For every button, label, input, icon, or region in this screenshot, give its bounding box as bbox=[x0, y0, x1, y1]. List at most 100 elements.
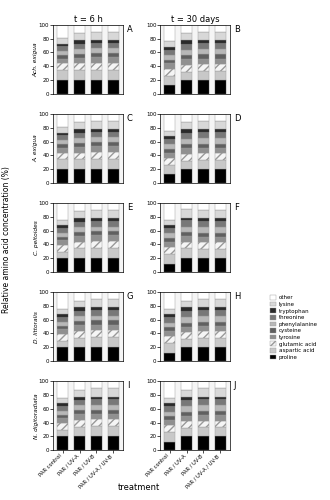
Bar bbox=[215, 310, 226, 316]
Bar bbox=[108, 132, 118, 138]
Bar bbox=[164, 158, 175, 165]
Bar bbox=[181, 317, 192, 322]
Bar bbox=[198, 388, 209, 396]
Bar bbox=[57, 424, 68, 430]
Bar bbox=[181, 148, 192, 154]
Bar bbox=[74, 426, 85, 436]
Bar bbox=[57, 64, 68, 70]
Bar bbox=[57, 232, 68, 237]
Bar bbox=[57, 140, 68, 144]
Bar bbox=[91, 158, 102, 169]
Bar bbox=[74, 143, 85, 147]
Bar bbox=[74, 396, 85, 400]
Bar bbox=[57, 341, 68, 347]
Bar bbox=[57, 245, 68, 252]
Bar bbox=[91, 419, 102, 426]
Bar bbox=[215, 382, 226, 388]
Bar bbox=[164, 404, 175, 406]
Bar bbox=[108, 210, 118, 218]
Bar bbox=[181, 232, 192, 236]
Bar bbox=[74, 212, 85, 218]
Bar bbox=[181, 139, 192, 144]
Text: J: J bbox=[234, 382, 236, 390]
Bar bbox=[74, 321, 85, 325]
Bar bbox=[215, 40, 226, 43]
Bar bbox=[91, 129, 102, 132]
Bar bbox=[164, 317, 175, 322]
Bar bbox=[215, 153, 226, 160]
Bar bbox=[57, 314, 68, 317]
Bar bbox=[57, 55, 68, 58]
Bar bbox=[198, 242, 209, 249]
Bar bbox=[215, 49, 226, 54]
Bar bbox=[181, 160, 192, 169]
Bar bbox=[57, 132, 68, 136]
Bar bbox=[108, 236, 118, 241]
Y-axis label: C. peltoides: C. peltoides bbox=[34, 220, 39, 255]
Bar bbox=[108, 299, 118, 308]
Bar bbox=[108, 129, 118, 132]
Bar bbox=[198, 249, 209, 258]
Bar bbox=[215, 326, 226, 332]
Bar bbox=[74, 420, 85, 426]
Bar bbox=[91, 226, 102, 232]
Bar bbox=[74, 218, 85, 222]
Bar bbox=[91, 426, 102, 436]
Bar bbox=[74, 410, 85, 414]
Bar bbox=[108, 142, 118, 146]
Bar bbox=[108, 337, 118, 347]
Bar bbox=[215, 58, 226, 64]
Bar bbox=[181, 406, 192, 411]
Bar bbox=[181, 122, 192, 129]
Bar bbox=[91, 43, 102, 49]
Bar bbox=[57, 136, 68, 140]
Bar bbox=[198, 64, 209, 71]
Bar bbox=[91, 138, 102, 142]
Bar bbox=[74, 54, 85, 58]
Bar bbox=[108, 320, 118, 324]
Bar bbox=[74, 160, 85, 169]
Bar bbox=[164, 314, 175, 317]
Bar bbox=[198, 338, 209, 347]
Bar bbox=[57, 398, 68, 404]
Bar bbox=[74, 236, 85, 242]
Bar bbox=[74, 40, 85, 43]
Text: H: H bbox=[234, 292, 240, 302]
Bar bbox=[215, 71, 226, 80]
Bar bbox=[57, 347, 68, 361]
Bar bbox=[164, 352, 175, 361]
Bar bbox=[198, 71, 209, 80]
Bar bbox=[181, 390, 192, 396]
Bar bbox=[91, 241, 102, 248]
Bar bbox=[215, 138, 226, 143]
Bar bbox=[215, 54, 226, 58]
Bar bbox=[164, 442, 175, 450]
Bar bbox=[57, 382, 68, 398]
Bar bbox=[57, 58, 68, 64]
Bar bbox=[74, 169, 85, 182]
Bar bbox=[108, 218, 118, 221]
Bar bbox=[57, 322, 68, 326]
Bar bbox=[164, 136, 175, 139]
Bar bbox=[74, 49, 85, 54]
Bar bbox=[198, 415, 209, 420]
Bar bbox=[108, 158, 118, 169]
Y-axis label: A. exigua: A. exigua bbox=[34, 134, 39, 162]
Bar bbox=[181, 220, 192, 226]
Bar bbox=[181, 44, 192, 50]
Bar bbox=[74, 58, 85, 64]
Bar bbox=[108, 221, 118, 226]
Bar bbox=[215, 420, 226, 428]
Bar bbox=[215, 400, 226, 406]
Bar bbox=[91, 142, 102, 146]
Bar bbox=[108, 48, 118, 53]
Bar bbox=[164, 322, 175, 328]
Bar bbox=[91, 236, 102, 241]
Bar bbox=[215, 203, 226, 210]
Bar bbox=[57, 258, 68, 272]
Bar bbox=[74, 300, 85, 308]
Bar bbox=[57, 25, 68, 38]
Bar bbox=[215, 129, 226, 132]
Bar bbox=[215, 347, 226, 361]
Bar bbox=[57, 114, 68, 127]
